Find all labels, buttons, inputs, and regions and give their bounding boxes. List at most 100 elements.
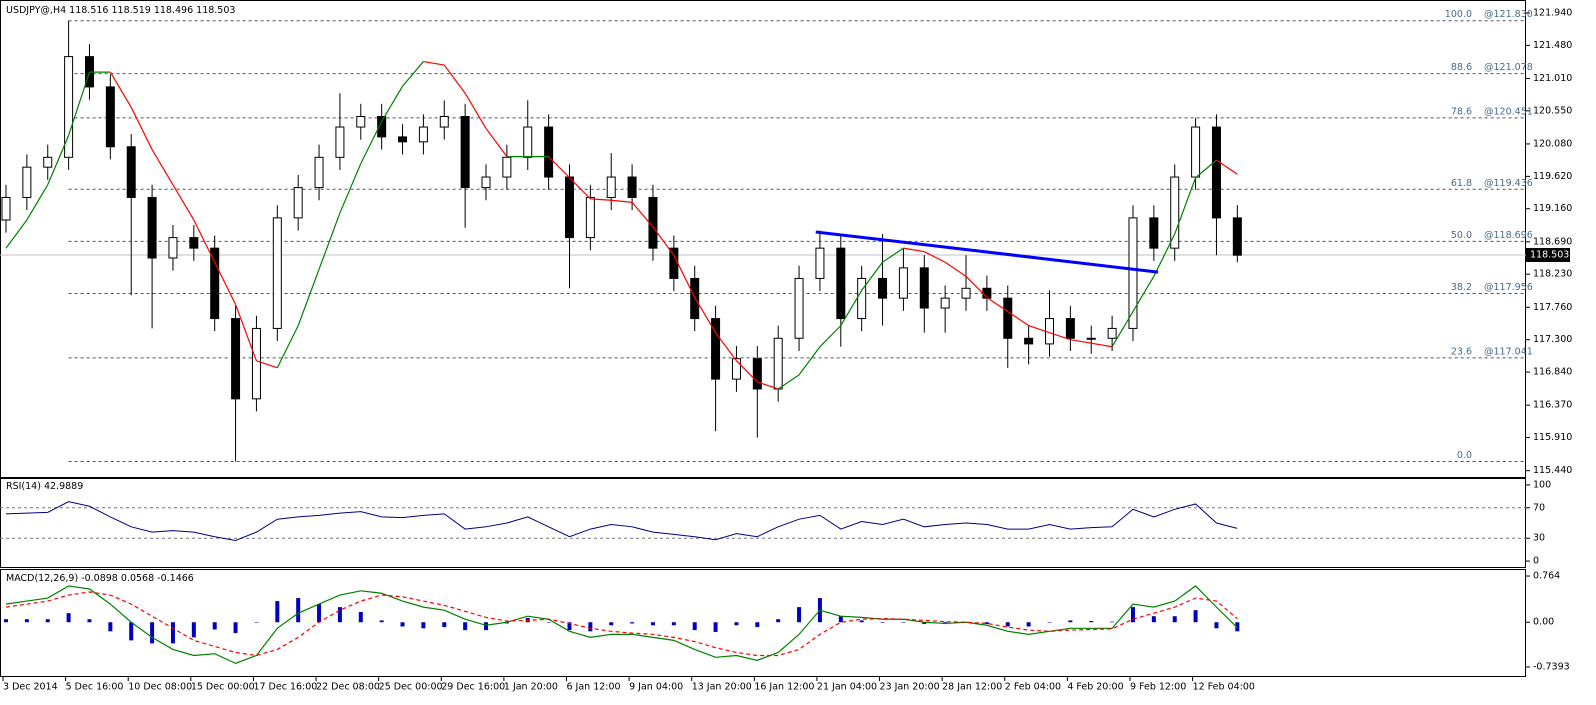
macd-line [5, 585, 1238, 665]
moving-average [26, 184, 49, 221]
indicator-value: 42.9889 [44, 481, 83, 492]
fib-price-label: @121.078 [1484, 62, 1533, 73]
candle-body [523, 126, 533, 158]
macd-histogram-bar [546, 622, 551, 623]
macd-histogram-bar [421, 622, 426, 629]
macd-histogram-bar [442, 622, 447, 628]
candle-body [377, 115, 387, 138]
macd-histogram-bar [650, 622, 655, 626]
macd-histogram-bar [296, 598, 301, 623]
candle-body [1211, 126, 1221, 219]
candle-body [773, 337, 783, 390]
x-tick-label: 29 Dec 16:00 [441, 682, 505, 693]
moving-average [1070, 339, 1092, 344]
macd-histogram-bar [1151, 616, 1156, 623]
macd-histogram-bar [4, 619, 8, 623]
moving-average [652, 226, 675, 256]
macd-histogram-bar [567, 622, 572, 631]
moving-average [402, 61, 424, 87]
macd-line [5, 591, 1238, 657]
indicator-value: 0.0568 [121, 573, 154, 584]
x-tick-label: 3 Dec 2014 [3, 682, 58, 693]
candle-body [815, 247, 825, 279]
macd-histogram-bar [797, 607, 802, 623]
macd-histogram-bar [692, 622, 697, 631]
candle-body [147, 196, 157, 259]
x-tick-label: 17 Dec 16:00 [253, 682, 317, 693]
moving-average [381, 85, 404, 122]
macd-histogram-bar [129, 622, 134, 641]
x-tick-label: 6 Jan 12:00 [566, 682, 620, 693]
moving-average [443, 64, 466, 94]
y-tick-label: 120.550 [1533, 105, 1572, 116]
moving-average [819, 325, 842, 348]
candle-body [919, 267, 929, 309]
macd-histogram-bar [588, 622, 593, 632]
moving-average [47, 135, 70, 186]
macd-histogram-bar [922, 622, 927, 625]
macd-histogram-bar [337, 607, 342, 623]
macd-histogram-bar [24, 619, 29, 623]
moving-average [840, 290, 863, 326]
candle-body [356, 115, 366, 128]
macd-header: MACD(12,26,9) -0.0898 0.0568 -0.1466 [6, 573, 194, 584]
y-tick-label: 70 [1533, 502, 1545, 513]
moving-average [1174, 177, 1197, 235]
macd-histogram-bar [45, 619, 50, 623]
y-tick-label: 117.760 [1533, 302, 1572, 313]
macd-histogram-bar [671, 622, 676, 626]
moving-average [318, 212, 341, 270]
moving-average [903, 247, 925, 253]
y-tick-label: 119.160 [1533, 203, 1572, 214]
candle-body [1232, 217, 1242, 256]
macd-histogram-bar [776, 619, 781, 623]
x-tick-label: 10 Dec 08:00 [128, 682, 192, 693]
header-value: 118.519 [112, 5, 151, 16]
fib-price-label: @117.956 [1484, 282, 1533, 293]
moving-average [297, 269, 320, 326]
macd-histogram-bar [170, 622, 175, 644]
candle-body [231, 318, 241, 400]
moving-average [5, 219, 28, 249]
header-value: 118.516 [69, 5, 108, 16]
fib-price-label: @118.696 [1484, 230, 1533, 241]
candle-body [857, 277, 867, 320]
candle-body [1024, 337, 1034, 345]
indicator-name: MACD(12,26,9) [6, 573, 78, 584]
moving-average [1195, 159, 1217, 179]
macd-histogram-bar [463, 622, 468, 631]
moving-average [485, 128, 508, 157]
x-tick-label: 21 Jan 04:00 [817, 682, 877, 693]
candle-body [168, 237, 178, 259]
macd-histogram-bar [358, 611, 363, 623]
last-price-box [1526, 247, 1570, 262]
rsi-line [5, 501, 1238, 542]
candle-body [1086, 337, 1096, 340]
candle-body [1191, 126, 1201, 178]
macd-histogram-bar [630, 622, 635, 624]
candle-body [481, 176, 491, 189]
candle-body [314, 156, 324, 189]
candle-body [398, 136, 408, 143]
candle-body [189, 237, 199, 249]
moving-average [631, 201, 654, 228]
moving-average [151, 149, 174, 186]
macd-histogram-bar [1193, 610, 1198, 623]
candle-body [251, 327, 261, 400]
y-tick-label: 115.440 [1533, 465, 1572, 476]
candle-body [418, 126, 428, 143]
macd-histogram-bar [254, 622, 259, 623]
moving-average [172, 184, 195, 221]
macd-histogram-bar [1047, 622, 1052, 623]
moving-average [569, 177, 591, 200]
macd-histogram-bar [1068, 620, 1073, 623]
candle-body [627, 176, 637, 198]
moving-average [986, 296, 1009, 313]
moving-average [423, 60, 445, 66]
x-tick-label: 9 Jan 04:00 [629, 682, 683, 693]
x-tick-label: 5 Dec 16:00 [66, 682, 124, 693]
macd-histogram-bar [317, 604, 322, 623]
candle-body [1170, 176, 1180, 249]
y-tick-label: 115.910 [1533, 432, 1572, 443]
moving-average [256, 360, 278, 369]
